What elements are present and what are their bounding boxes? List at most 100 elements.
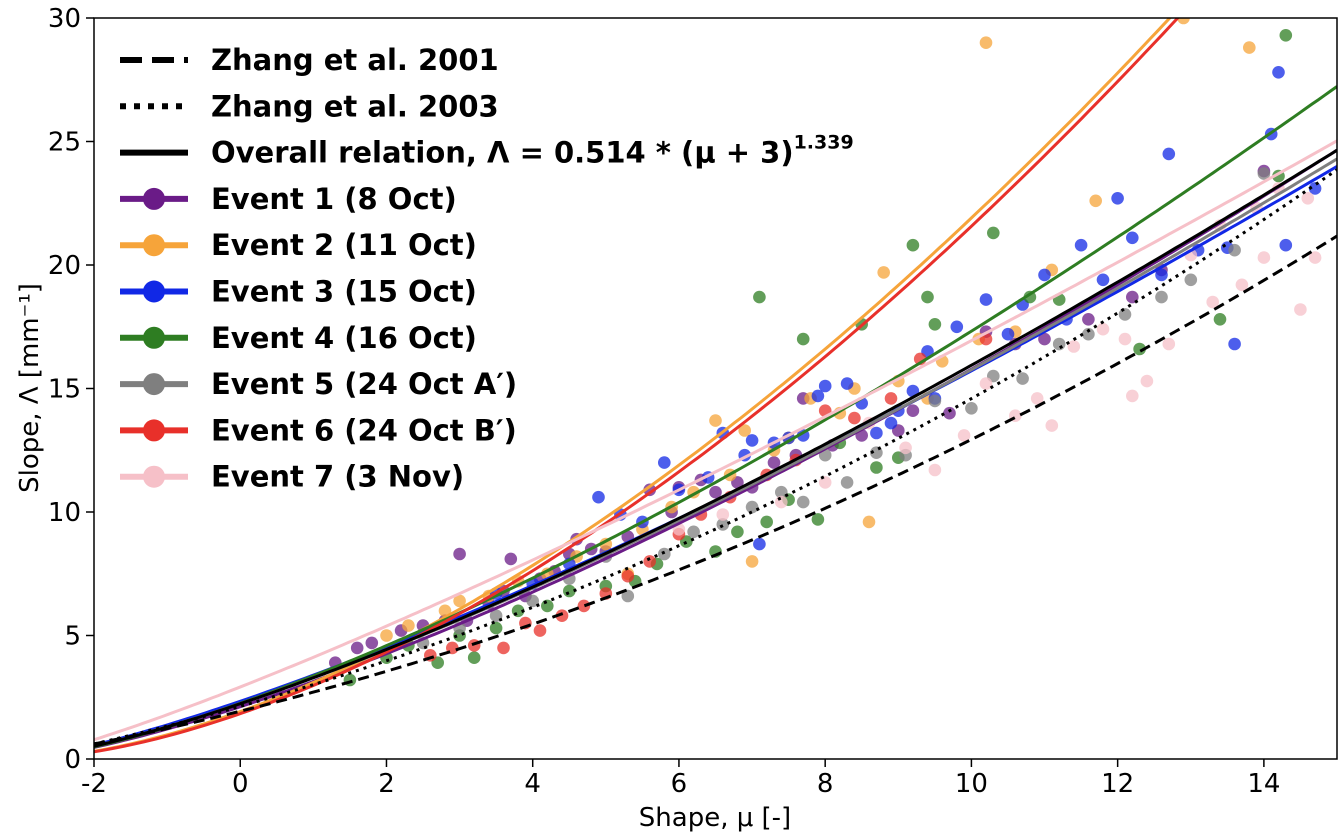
data-point [1257, 251, 1271, 264]
data-point [921, 290, 934, 304]
legend-entry: Event 3 (15 Oct) [120, 275, 477, 309]
x-tick-label: 2 [378, 769, 395, 799]
data-point [658, 456, 671, 469]
data-point [541, 599, 554, 613]
data-point [1082, 327, 1095, 341]
legend-label: Zhang et al. 2001 [211, 43, 499, 77]
data-point [533, 624, 547, 637]
series-1-fit-line [94, 148, 1337, 749]
data-point [760, 515, 773, 529]
legend-label: Event 2 (11 Oct) [211, 228, 477, 262]
data-point [365, 636, 379, 650]
data-point [1301, 192, 1315, 205]
data-point [658, 547, 671, 561]
data-point [796, 332, 810, 346]
data-point [1279, 29, 1293, 42]
data-point [350, 641, 364, 655]
data-point [1243, 41, 1256, 54]
legend: Zhang et al. 2001 Zhang et al. 2003 Overal… [120, 43, 854, 494]
data-point [979, 293, 993, 306]
series-4-fit-line [94, 85, 1337, 749]
legend-marker [143, 419, 165, 442]
x-tick-label: 8 [817, 769, 834, 799]
legend-marker [143, 326, 165, 349]
data-point [877, 266, 890, 279]
data-point [775, 485, 788, 499]
data-point [767, 456, 781, 469]
y-tick-label: 10 [48, 498, 81, 528]
data-point [1126, 290, 1139, 304]
data-point [1126, 389, 1139, 403]
data-point [862, 515, 876, 529]
data-point [1308, 251, 1322, 264]
data-point [957, 429, 971, 442]
data-point [738, 424, 751, 437]
y-tick-label: 25 [48, 128, 81, 158]
legend-entry: Event 2 (11 Oct) [120, 228, 477, 262]
data-point [928, 463, 942, 477]
data-point [979, 377, 993, 390]
data-point [811, 389, 825, 403]
data-point [950, 320, 964, 334]
legend-label: Event 5 (24 Oct A′) [211, 367, 517, 401]
data-point [1294, 303, 1307, 316]
data-point [870, 461, 883, 474]
data-point [979, 36, 993, 49]
data-point [497, 641, 510, 655]
data-point [1155, 268, 1168, 282]
data-point [1118, 308, 1132, 321]
legend-entry: Event 6 (24 Oct B′) [120, 413, 517, 447]
series-4-points [343, 29, 1293, 687]
data-point [1096, 322, 1110, 336]
overall-relation-line [94, 148, 1337, 748]
data-point [1184, 273, 1198, 287]
data-point [1272, 66, 1285, 79]
data-point [1030, 392, 1044, 405]
legend-label: Zhang et al. 2003 [211, 89, 499, 123]
x-tick-label: 6 [671, 769, 688, 799]
data-point [1016, 372, 1029, 385]
legend-label: Event 6 (24 Oct B′) [211, 413, 517, 447]
data-point [884, 416, 898, 430]
data-point [709, 485, 722, 499]
data-point [577, 599, 591, 613]
data-point [1038, 332, 1051, 346]
data-point [840, 377, 854, 390]
data-point [621, 569, 635, 583]
data-point [818, 476, 832, 489]
data-point [1308, 182, 1322, 195]
legend-entry: Event 5 (24 Oct A′) [120, 367, 517, 401]
data-point [1074, 238, 1088, 252]
data-point [504, 552, 518, 566]
legend-marker [143, 280, 165, 303]
series-6-fit-line [94, 18, 1180, 754]
data-point [1228, 243, 1241, 257]
legend-marker [143, 187, 165, 210]
data-point [1023, 290, 1037, 304]
data-point [987, 226, 1000, 240]
data-point [753, 290, 766, 304]
data-point [848, 411, 861, 425]
y-tick-label: 20 [48, 251, 81, 281]
legend-label: Event 4 (16 Oct) [211, 321, 477, 355]
data-point [453, 547, 466, 561]
data-point [453, 594, 466, 608]
data-point [1206, 295, 1219, 309]
data-point [840, 476, 854, 489]
data-point [753, 537, 766, 551]
data-point [716, 518, 730, 531]
y-tick-label: 5 [64, 622, 81, 652]
data-point [555, 609, 569, 622]
zhang-2001-line [94, 234, 1337, 746]
data-point [899, 441, 912, 455]
data-point [928, 394, 942, 408]
data-point [592, 490, 605, 504]
data-point [731, 525, 744, 539]
x-tick-label: 14 [1247, 769, 1280, 799]
data-point [1177, 18, 1190, 25]
data-point [1133, 342, 1146, 356]
legend-entry: Event 4 (16 Oct) [120, 321, 477, 355]
plot-background [94, 18, 1337, 759]
data-point [870, 426, 883, 440]
